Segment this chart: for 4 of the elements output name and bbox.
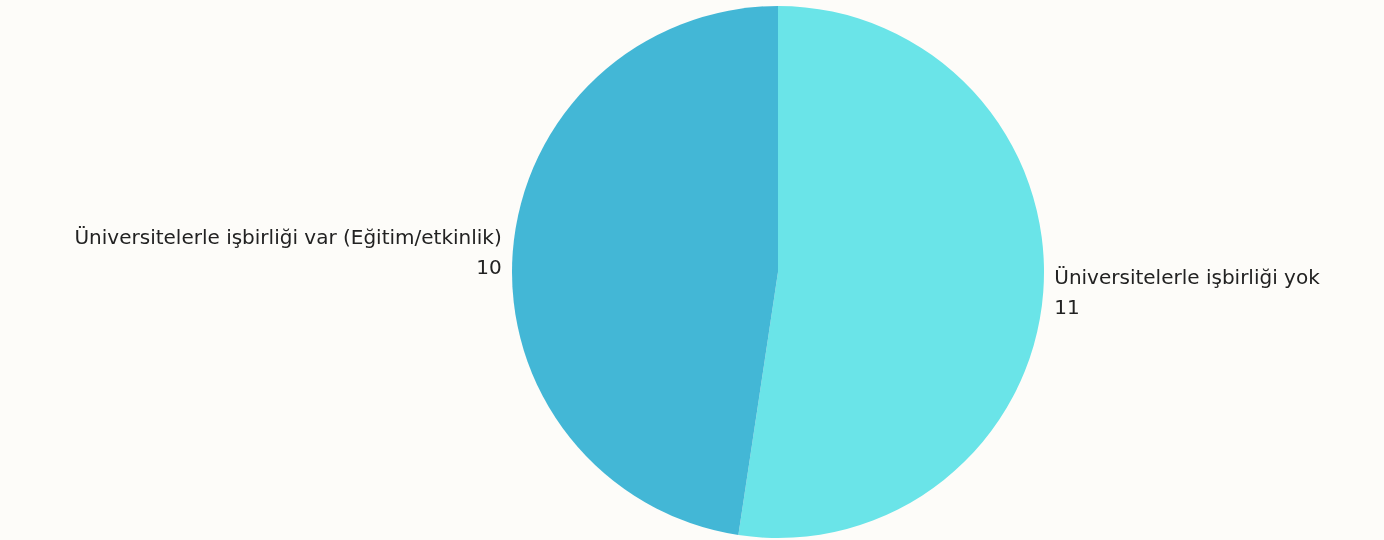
data-label: 10 xyxy=(476,254,502,279)
data-label: 11 xyxy=(1054,295,1080,320)
slice-label: Üniversitelerle işbirliği yok xyxy=(1054,265,1321,290)
slice-label: Üniversitelerle işbirliği var (Eğitim/etkinlik) xyxy=(74,224,502,249)
